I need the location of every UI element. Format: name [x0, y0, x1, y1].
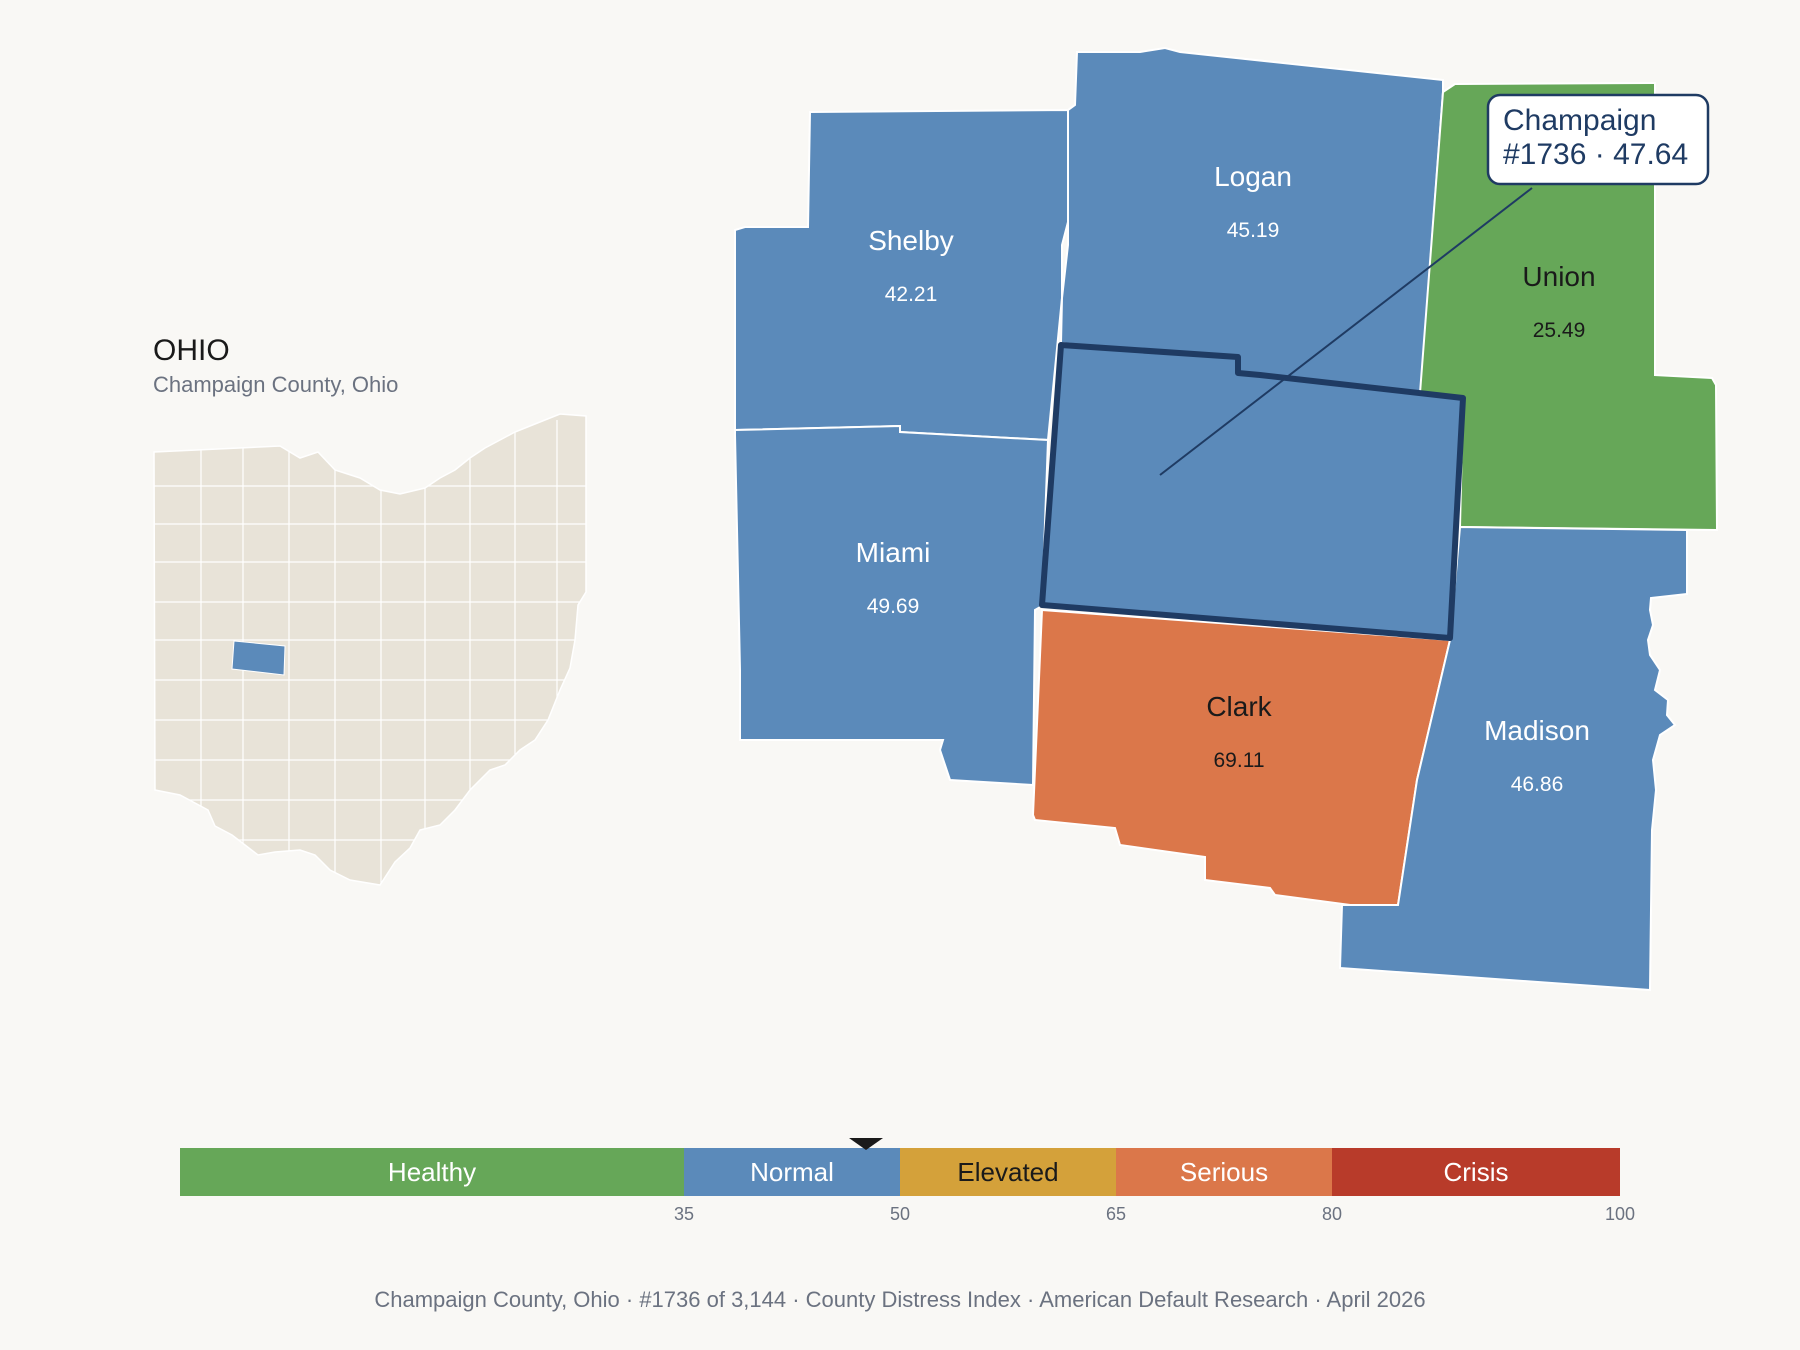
county-name-shelby: Shelby [868, 225, 954, 256]
legend-label-normal: Normal [750, 1157, 834, 1187]
county-name-madison: Madison [1484, 715, 1590, 746]
inset-highlight-champaign [231, 640, 286, 676]
county-shelby[interactable] [734, 108, 1069, 442]
legend-tick: 50 [890, 1204, 910, 1224]
county-value-logan: 45.19 [1227, 219, 1280, 242]
legend-label-crisis: Crisis [1444, 1157, 1509, 1187]
callout-box [1486, 93, 1710, 186]
legend-segment-healthy [180, 1148, 684, 1196]
legend-label-elevated: Elevated [957, 1157, 1058, 1187]
legend-tick: 100 [1605, 1204, 1635, 1224]
ohio-county-lines [154, 420, 586, 885]
legend-tick: 35 [674, 1204, 694, 1224]
inset-subtitle: Champaign County, Ohio [153, 372, 398, 397]
legend-marker-triangle [849, 1138, 884, 1150]
callout: Champaign #1736 · 47.64 [1159, 93, 1710, 476]
county-name-logan: Logan [1214, 161, 1292, 192]
callout-name: Champaign [1503, 104, 1656, 137]
legend-label-serious: Serious [1180, 1157, 1268, 1187]
county-name-miami: Miami [856, 537, 931, 568]
county-champaign[interactable] [1039, 342, 1466, 641]
county-value-clark: 69.11 [1214, 749, 1265, 772]
legend-segment-elevated [900, 1148, 1116, 1196]
ohio-state-shape [153, 413, 587, 886]
ohio-inset: OHIO Champaign County, Ohio [153, 334, 587, 886]
legend-tick: 65 [1106, 1204, 1126, 1224]
legend-segment-serious [1116, 1148, 1332, 1196]
county-miami[interactable] [734, 424, 1050, 787]
county-name-clark: Clark [1206, 691, 1272, 722]
county-value-madison: 46.86 [1511, 773, 1564, 796]
legend-tick: 80 [1322, 1204, 1342, 1224]
county-value-shelby: 42.21 [885, 283, 938, 306]
legend-scale: Healthy Normal Elevated Serious Crisis 35 50 65… [180, 1138, 1635, 1224]
legend-segment-crisis [1332, 1148, 1620, 1196]
county-labels: Shelby 42.21 Logan 45.19 Union 25.49 Miami 49.6… [856, 161, 1596, 796]
legend-segment-normal [684, 1148, 900, 1196]
footer-credits: Champaign County, Ohio · #1736 of 3,144 … [374, 1287, 1425, 1312]
callout-rank-score: #1736 · 47.64 [1503, 138, 1688, 171]
county-name-union: Union [1522, 261, 1595, 292]
county-value-miami: 49.69 [867, 595, 920, 618]
callout-leader-line [1159, 187, 1533, 476]
legend-label-healthy: Healthy [388, 1157, 476, 1187]
county-madison[interactable] [1338, 525, 1688, 992]
region-map: Shelby 42.21 Logan 45.19 Union 25.49 Miami 49.6… [734, 46, 1719, 992]
inset-state-name: OHIO [153, 334, 230, 367]
county-value-union: 25.49 [1533, 319, 1586, 342]
